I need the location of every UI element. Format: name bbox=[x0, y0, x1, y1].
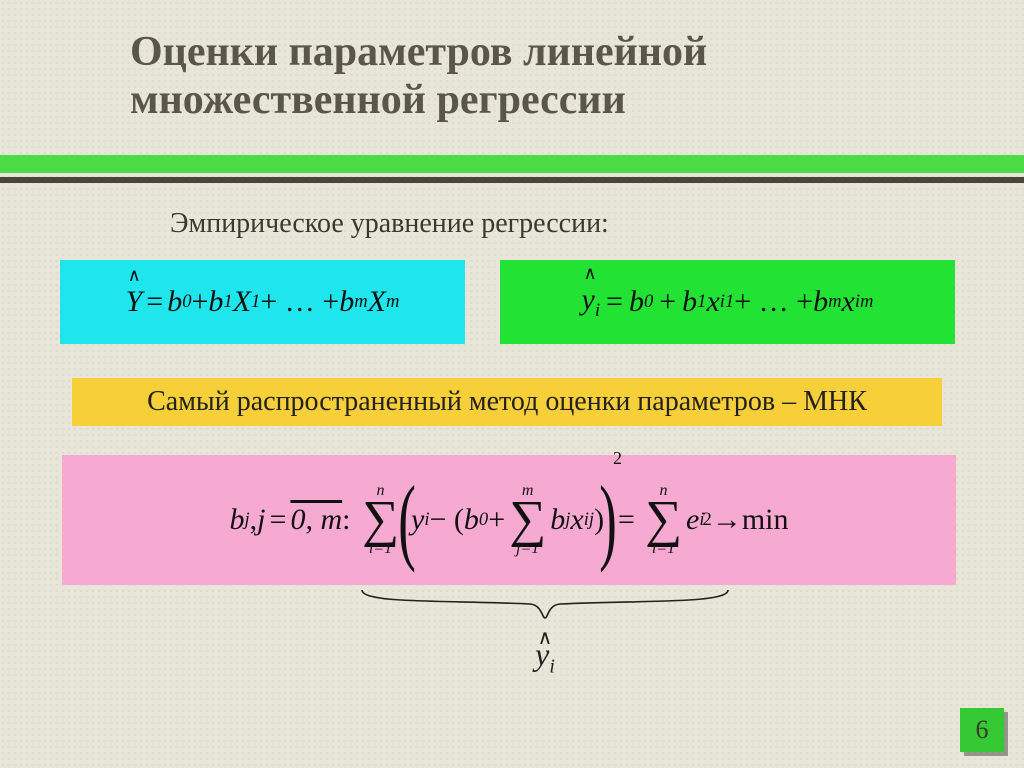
hat-icon: ∧ bbox=[584, 263, 597, 284]
sym-b: b bbox=[813, 285, 828, 319]
range: 0, m bbox=[290, 503, 342, 537]
sym-b: b bbox=[339, 285, 354, 319]
eq-sign: = bbox=[606, 285, 623, 319]
title-line-1: Оценки параметров линейной bbox=[130, 29, 707, 75]
sub: i bbox=[549, 655, 555, 677]
plus: + bbox=[488, 503, 505, 537]
sub: i1 bbox=[720, 291, 734, 313]
equation-cyan: ∧ Y = b0 + b1 X1 + … + bm Xm bbox=[60, 260, 465, 344]
paren-right-icon: ) bbox=[599, 484, 617, 556]
eq-sign: = bbox=[146, 285, 163, 319]
sub: 0 bbox=[182, 291, 191, 313]
sym-b: b bbox=[167, 285, 182, 319]
eq-sign: = bbox=[618, 503, 635, 537]
brace-icon bbox=[360, 588, 730, 622]
sum-icon: m ∑ j=1 bbox=[509, 483, 546, 558]
under-brace: ∧ yi bbox=[360, 588, 730, 678]
dots: + … + bbox=[260, 285, 339, 319]
title-line-2: множественной регрессии bbox=[130, 77, 626, 123]
sym-y: y bbox=[535, 636, 549, 672]
arrow-icon: → bbox=[712, 503, 742, 537]
sym-b: b bbox=[550, 503, 565, 537]
minus-open: − ( bbox=[430, 503, 464, 537]
eq-sign: = bbox=[270, 503, 287, 537]
sym-j: j bbox=[257, 503, 265, 537]
sym-x: x bbox=[570, 503, 583, 537]
slide-title: Оценки параметров линейной множественной… bbox=[130, 28, 707, 125]
sym-x: x bbox=[706, 285, 719, 319]
sym-b: b bbox=[682, 285, 697, 319]
paren-left-icon: ( bbox=[398, 484, 416, 556]
sym-e: e bbox=[686, 503, 699, 537]
equation-pink: bj , j = 0, m : n ∑ i=1 ( yi − ( b0 + m … bbox=[62, 455, 956, 585]
equation-green: ∧ yi = b0 + b1 xi1 + … + bm xim bbox=[500, 260, 955, 344]
sym-b: b bbox=[464, 503, 479, 537]
sub: 1 bbox=[251, 291, 260, 313]
page-number-badge: 6 bbox=[960, 708, 1004, 752]
brace-label: ∧ yi bbox=[360, 625, 730, 678]
sub: im bbox=[855, 291, 874, 313]
caption-text: Самый распространенный метод оценки пара… bbox=[147, 386, 803, 417]
sym-Y: Y bbox=[126, 285, 143, 318]
sym-x: x bbox=[842, 285, 855, 319]
hat-icon: ∧ bbox=[128, 265, 141, 286]
sub: 0 bbox=[644, 291, 653, 313]
sym-y: y bbox=[582, 283, 595, 316]
method-caption: Самый распространенный метод оценки пара… bbox=[72, 378, 942, 426]
sym-b: b bbox=[230, 503, 245, 537]
divider bbox=[0, 155, 1024, 183]
sym-X: X bbox=[368, 285, 386, 319]
slide: Оценки параметров линейной множественной… bbox=[0, 0, 1024, 768]
sub: m bbox=[386, 291, 399, 313]
sum-icon: n ∑ i=1 bbox=[645, 483, 682, 558]
plus: + bbox=[659, 285, 676, 319]
colon: : bbox=[342, 503, 350, 537]
divider-dark bbox=[0, 177, 1024, 183]
sub: ij bbox=[584, 509, 594, 531]
sub: i bbox=[595, 300, 600, 321]
caption-mnk: МНК bbox=[803, 386, 867, 417]
sub: 0 bbox=[479, 509, 488, 531]
sub: m bbox=[828, 291, 841, 313]
sym-X: X bbox=[233, 285, 251, 319]
sup: 2 bbox=[703, 509, 712, 531]
sum-icon: n ∑ i=1 bbox=[362, 483, 399, 558]
page-number: 6 bbox=[976, 715, 989, 745]
sub: m bbox=[354, 291, 367, 313]
subtitle: Эмпирическое уравнение регрессии: bbox=[170, 208, 609, 240]
sub: 1 bbox=[223, 291, 232, 313]
min: min bbox=[742, 503, 789, 537]
dots: + … + bbox=[734, 285, 813, 319]
plus: + bbox=[192, 285, 209, 319]
divider-green bbox=[0, 155, 1024, 173]
sym-b: b bbox=[208, 285, 223, 319]
sym-b: b bbox=[629, 285, 644, 319]
sup: 2 bbox=[613, 448, 622, 469]
